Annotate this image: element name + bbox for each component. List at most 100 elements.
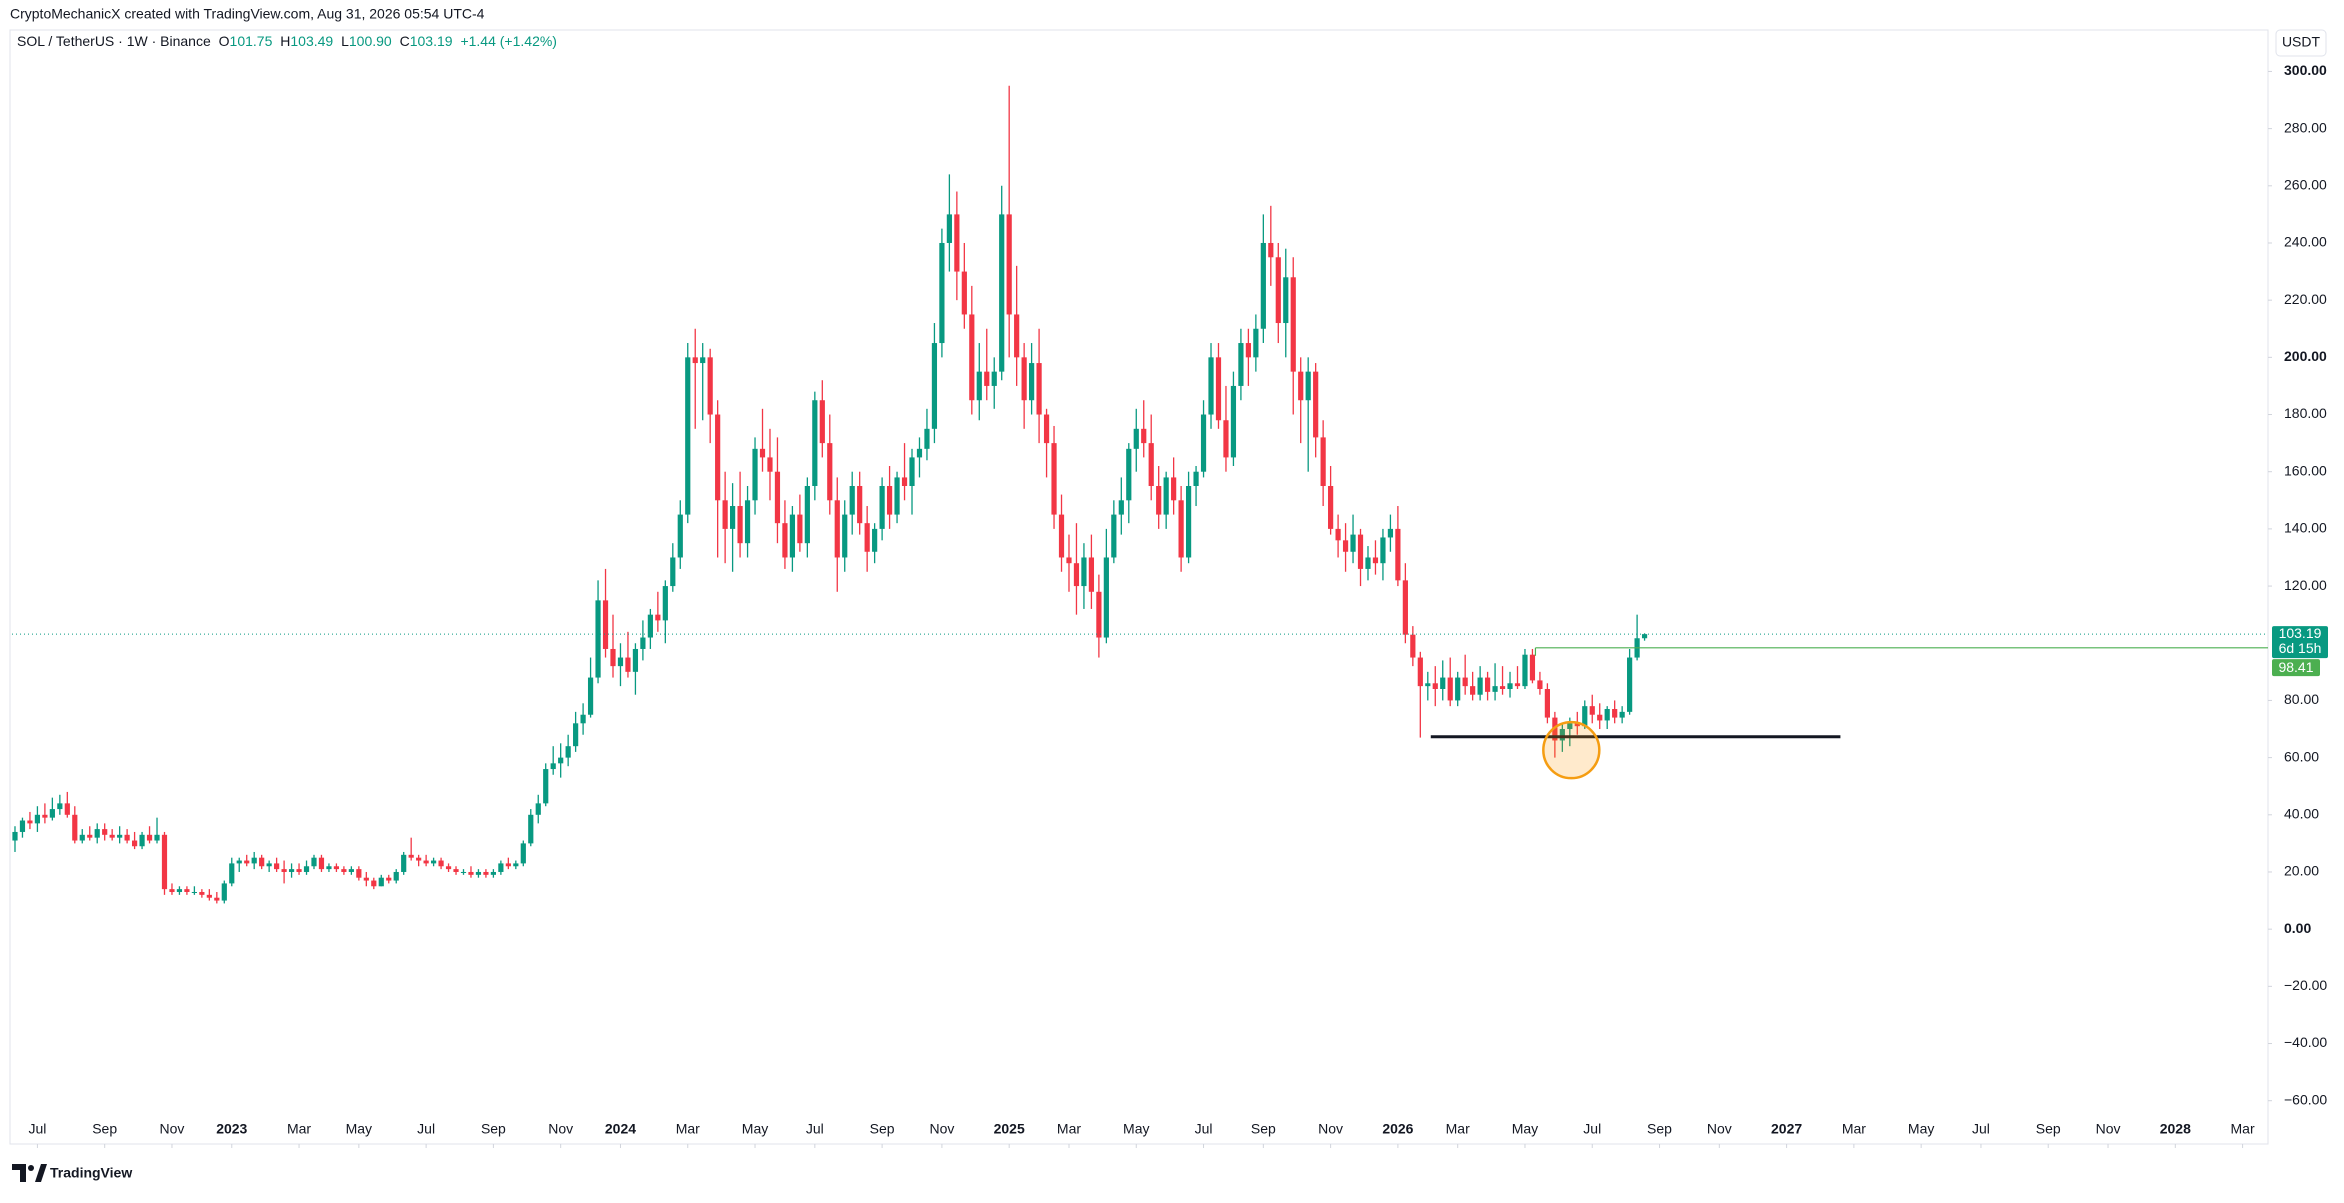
logo: TradingView bbox=[12, 1164, 132, 1182]
candle-body bbox=[378, 877, 384, 887]
candle-body bbox=[1462, 677, 1468, 687]
x-tick-label: 2025 bbox=[994, 1121, 1025, 1137]
candle-body bbox=[161, 834, 168, 890]
candle-body bbox=[872, 528, 878, 552]
candle-body bbox=[976, 371, 982, 401]
candle-body bbox=[42, 814, 48, 818]
x-tick-label: May bbox=[346, 1121, 372, 1137]
y-tick-label: 300.00 bbox=[2284, 62, 2327, 78]
candle-body bbox=[1178, 500, 1184, 558]
candle-body bbox=[1544, 688, 1550, 718]
candle-body bbox=[102, 829, 108, 835]
candle-body bbox=[94, 829, 100, 838]
countdown: 6d 15h bbox=[2279, 640, 2322, 656]
candle-body bbox=[1118, 500, 1124, 515]
candle-body bbox=[1477, 677, 1483, 695]
x-tick-label: Jul bbox=[1583, 1121, 1601, 1137]
candle-body bbox=[1320, 437, 1326, 487]
candle-body bbox=[1425, 683, 1431, 687]
candle-body bbox=[1268, 242, 1274, 258]
candle-body bbox=[655, 614, 661, 621]
candle-body bbox=[1432, 683, 1438, 689]
candle-body bbox=[827, 443, 833, 501]
x-tick-label: Sep bbox=[2036, 1121, 2061, 1137]
candle-body bbox=[146, 834, 153, 841]
y-tick-label: 120.00 bbox=[2284, 577, 2327, 593]
candles bbox=[12, 85, 1648, 904]
ohlc-key: C bbox=[400, 33, 410, 49]
candle-body bbox=[1111, 514, 1117, 558]
candle-body bbox=[348, 869, 354, 872]
candle-body bbox=[333, 866, 340, 870]
candle-body bbox=[946, 214, 952, 243]
candle-body bbox=[131, 840, 138, 847]
candle-body bbox=[19, 820, 26, 832]
candle-body bbox=[752, 448, 758, 501]
candle-body bbox=[296, 869, 302, 872]
candle-body bbox=[1126, 448, 1132, 501]
ohlc-key: L bbox=[341, 33, 349, 49]
candle-body bbox=[565, 746, 571, 758]
x-tick-label: Sep bbox=[870, 1121, 895, 1137]
candle-body bbox=[1163, 477, 1169, 515]
x-tick-label: Mar bbox=[2231, 1121, 2255, 1137]
candle-body bbox=[1567, 723, 1573, 730]
candle-body bbox=[1088, 557, 1095, 592]
candle-body bbox=[1260, 242, 1266, 329]
y-tick-label: −20.00 bbox=[2284, 977, 2327, 993]
x-tick-label: May bbox=[742, 1121, 768, 1137]
candle-body bbox=[1051, 443, 1057, 515]
candle-body bbox=[901, 477, 908, 487]
candle-body bbox=[1275, 257, 1281, 324]
candle-body bbox=[221, 883, 227, 901]
candle-body bbox=[154, 834, 160, 841]
x-tick-label: Nov bbox=[2096, 1121, 2121, 1137]
candle-body bbox=[812, 400, 818, 487]
candle-body bbox=[1402, 580, 1408, 635]
candle-body bbox=[445, 866, 452, 870]
x-tick-label: Nov bbox=[1318, 1121, 1343, 1137]
x-tick-label: Nov bbox=[160, 1121, 185, 1137]
candle-body bbox=[939, 242, 945, 344]
candle-body bbox=[1342, 540, 1349, 552]
candle-body bbox=[176, 889, 183, 892]
candle-body bbox=[1582, 706, 1588, 727]
candle-body bbox=[520, 843, 526, 864]
x-tick-label: Mar bbox=[287, 1121, 311, 1137]
candle-body bbox=[677, 514, 683, 558]
candle-body bbox=[1141, 428, 1147, 444]
y-tick-label: 0.00 bbox=[2284, 920, 2311, 936]
candle-body bbox=[849, 486, 855, 515]
candle-body bbox=[1283, 277, 1289, 324]
candle-body bbox=[602, 600, 609, 649]
candle-body bbox=[1014, 314, 1020, 358]
currency-box[interactable] bbox=[2275, 29, 2327, 57]
candle-body bbox=[1305, 371, 1311, 401]
candle-body bbox=[1410, 634, 1416, 658]
y-tick-label: 280.00 bbox=[2284, 119, 2327, 135]
candle-body bbox=[587, 677, 594, 715]
candle-body bbox=[251, 857, 257, 864]
candle-body bbox=[1066, 557, 1072, 564]
candle-body bbox=[303, 866, 310, 872]
candle-body bbox=[1081, 557, 1087, 587]
candle-body bbox=[27, 820, 33, 824]
candle-body bbox=[1185, 486, 1192, 558]
candle-body bbox=[954, 214, 960, 272]
x-tick-label: May bbox=[1908, 1121, 1934, 1137]
y-tick-label: 220.00 bbox=[2284, 291, 2327, 307]
y-tick-label: 20.00 bbox=[2284, 863, 2319, 879]
x-tick-label: Mar bbox=[1842, 1121, 1866, 1137]
x-tick-label: Sep bbox=[1251, 1121, 1276, 1137]
candle-body bbox=[1559, 729, 1565, 741]
candle-body bbox=[916, 448, 923, 458]
candle-body bbox=[774, 471, 781, 524]
y-tick-label: −60.00 bbox=[2284, 1091, 2327, 1107]
candle-body bbox=[670, 557, 676, 587]
last-price-box bbox=[2272, 626, 2328, 659]
candle-body bbox=[311, 857, 317, 867]
highlight-circle bbox=[1542, 720, 1601, 780]
candle-body bbox=[573, 723, 579, 747]
candle-body bbox=[984, 371, 990, 386]
candle-body bbox=[1148, 443, 1154, 487]
